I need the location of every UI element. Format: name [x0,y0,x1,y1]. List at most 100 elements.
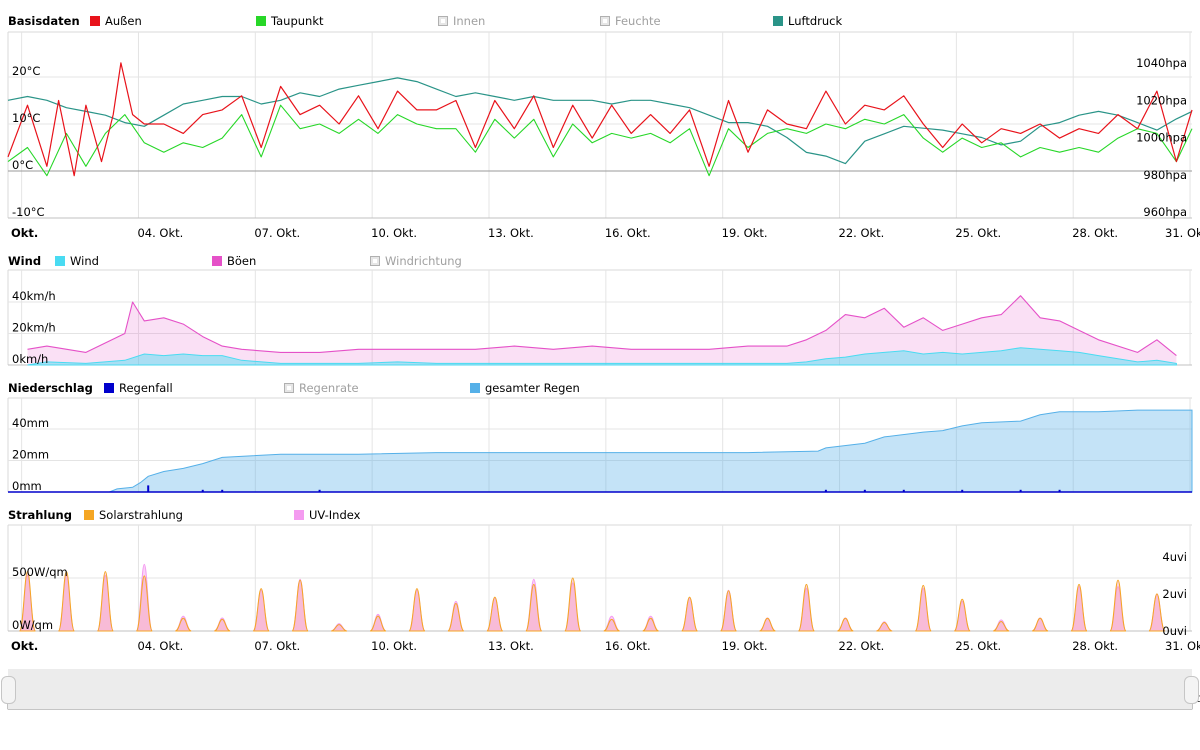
legend-swatch-windrichtung [370,256,380,266]
strahlung-right-tick-2: 0uvi [1162,624,1187,638]
basisdaten-left-tick-2: 0°C [12,158,33,172]
legend-swatch-innen [438,16,448,26]
basisdaten-date-label-2: 07. Okt. [254,226,300,240]
legend-swatch-boeen [212,256,222,266]
legend-item-wind[interactable]: Wind [55,253,99,269]
series-gesamter-regen [8,409,1193,493]
legend-label-gesamter-regen: gesamter Regen [485,381,580,395]
basisdaten-right-tick-0: 1040hpa [1136,56,1187,70]
niederschlag-left-tick-1: 20mm [12,448,49,462]
legend-item-feuchte[interactable]: Feuchte [600,13,661,29]
solarstrahlung-peak [252,588,270,632]
basisdaten-date-label-6: 19. Okt. [722,226,768,240]
solarstrahlung-peak [175,617,192,632]
legend-item-taupunkt[interactable]: Taupunkt [256,13,324,29]
niederschlag-left-tick-2: 0mm [12,479,42,493]
basisdaten-left-tick-0: 20°C [12,64,40,78]
solarstrahlung-peak [993,620,1010,632]
strahlung-date-label-8: 25. Okt. [955,639,1001,653]
series-wind [27,347,1177,366]
solarstrahlung-peak [876,622,893,632]
regenfall-bar [902,489,905,492]
basisdaten-left-tick-3: -10°C [12,205,45,219]
regenfall-bar [1019,489,1022,492]
legend-swatch-feuchte [600,16,610,26]
solarstrahlung-peak [486,596,504,632]
strahlung-date-label-3: 10. Okt. [371,639,417,653]
basisdaten-date-label-0: Okt. [11,226,38,240]
legend-swatch-uv-index [294,510,304,520]
legend-swatch-regenfall [104,383,114,393]
series-taupunkt [7,104,1193,177]
panel-title-basisdaten: Basisdaten [8,14,80,28]
basisdaten-date-label-10: 31. Okt. [1165,226,1200,240]
regenfall-bar [221,489,224,492]
solarstrahlung-peak [914,584,932,632]
solarstrahlung-peak [1031,617,1049,632]
basisdaten-right-tick-2: 1000hpa [1136,131,1187,145]
basisdaten-right-tick-3: 980hpa [1143,168,1187,182]
solarstrahlung-peak [681,596,699,632]
legend-wind: Wind Wind Böen Windrichtung [0,253,1200,269]
legend-swatch-wind [55,256,65,266]
basisdaten-date-label-9: 28. Okt. [1072,226,1118,240]
solarstrahlung-peak [135,575,153,632]
wind-left-tick-2: 0km/h [12,352,48,366]
panel-title-wind: Wind [8,254,42,268]
regenfall-bar [201,489,204,492]
regenfall-bar [961,489,964,492]
strahlung-left-tick-0: 500W/qm [12,565,68,579]
regenfall-bar [147,485,150,492]
legend-item-gesamter-regen[interactable]: gesamter Regen [470,380,580,396]
legend-item-boeen[interactable]: Böen [212,253,256,269]
regenfall-bar [863,489,866,492]
solarstrahlung-peak [96,571,114,632]
legend-strahlung: Strahlung Solarstrahlung UV-Index [0,507,1200,523]
strahlung-date-label-5: 16. Okt. [605,639,651,653]
legend-item-solarstrahlung[interactable]: Solarstrahlung [84,507,183,523]
basisdaten-date-label-1: 04. Okt. [137,226,183,240]
strahlung-date-label-0: Okt. [11,639,38,653]
legend-label-innen: Innen [453,14,486,28]
range-navigator[interactable] [8,669,1192,709]
navigator-handle-left[interactable] [1,676,16,704]
legend-label-boeen: Böen [227,254,257,268]
niederschlag-left-tick-0: 40mm [12,416,49,430]
strahlung-date-label-1: 04. Okt. [137,639,183,653]
basisdaten-left-tick-1: 10°C [12,111,40,125]
legend-item-innen[interactable]: Innen [438,13,485,29]
legend-item-uv-index[interactable]: UV-Index [294,507,360,523]
solarstrahlung-peak [330,624,348,632]
strahlung-right-tick-0: 4uvi [1162,550,1187,564]
legend-label-aussen: Außen [105,14,142,28]
legend-item-windrichtung[interactable]: Windrichtung [370,253,462,269]
strahlung-date-label-2: 07. Okt. [254,639,300,653]
strahlung-date-label-6: 19. Okt. [722,639,768,653]
solarstrahlung-peak [291,579,309,632]
strahlung-date-label-10: 31. Okt. [1165,639,1200,653]
legend-item-aussen[interactable]: Außen [90,13,142,29]
legend-label-windrichtung: Windrichtung [385,254,462,268]
wind-left-tick-1: 20km/h [12,321,56,335]
legend-label-luftdruck: Luftdruck [788,14,843,28]
strahlung-date-label-9: 28. Okt. [1072,639,1118,653]
legend-item-regenrate[interactable]: Regenrate [284,380,359,396]
legend-label-uv-index: UV-Index [309,508,361,522]
solarstrahlung-peak [603,618,620,632]
basisdaten-date-label-7: 22. Okt. [839,226,885,240]
legend-label-taupunkt: Taupunkt [271,14,324,28]
solarstrahlung-peak [797,583,815,632]
legend-swatch-gesamter-regen [470,383,480,393]
solarstrahlung-peak [953,598,971,632]
series-boeen [27,295,1177,357]
solarstrahlung-peak [214,618,231,632]
solarstrahlung-peak [447,602,465,632]
legend-item-luftdruck[interactable]: Luftdruck [773,13,842,29]
legend-item-regenfall[interactable]: Regenfall [104,380,173,396]
strahlung-left-tick-1: 0W/qm [12,618,53,632]
navigator-handle-right[interactable] [1184,676,1199,704]
regenfall-bar [1058,489,1061,492]
legend-swatch-luftdruck [773,16,783,26]
solarstrahlung-peak [57,571,75,632]
legend-swatch-aussen [90,16,100,26]
